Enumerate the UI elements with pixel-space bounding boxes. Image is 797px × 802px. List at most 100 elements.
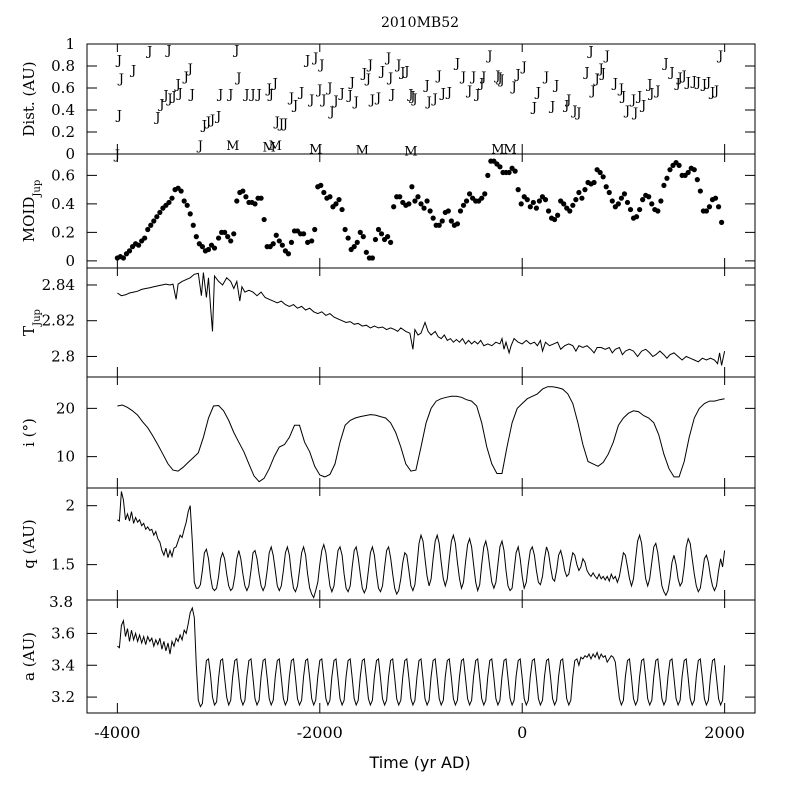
data-point-M: M: [263, 140, 276, 155]
data-point-J: J: [673, 77, 680, 92]
data-point-J: J: [384, 51, 391, 66]
data-point: [151, 218, 157, 224]
data-point-J: J: [346, 89, 353, 104]
data-point-J: J: [182, 70, 189, 85]
data-point-J: J: [647, 86, 654, 101]
data-point-J: J: [667, 66, 674, 81]
data-point: [524, 197, 530, 203]
data-point: [457, 208, 464, 214]
data-point: [190, 222, 196, 228]
data-point-J: J: [129, 63, 136, 78]
data-point: [205, 246, 212, 253]
data-point-J: J: [281, 117, 288, 132]
data-point: [555, 212, 561, 218]
data-point: [463, 198, 470, 204]
data-point-J: J: [360, 67, 367, 82]
data-point-J: J: [479, 70, 486, 85]
data-point-J: J: [410, 92, 417, 107]
data-point: [351, 244, 357, 250]
data-point-J: J: [200, 118, 207, 133]
data-point: [579, 195, 585, 201]
data-point: [409, 184, 415, 190]
y-tick-label: 1: [65, 35, 75, 53]
data-point: [485, 172, 491, 178]
data-point-J: J: [592, 72, 599, 87]
data-point: [234, 198, 240, 204]
data-point: [454, 221, 461, 227]
data-point: [676, 162, 682, 168]
data-point: [243, 194, 249, 200]
data-point-J: J: [232, 44, 239, 59]
data-point-J: J: [639, 99, 646, 114]
data-point: [305, 239, 311, 245]
data-point-J: J: [708, 85, 715, 100]
data-point: [406, 201, 412, 207]
data-point-J: J: [204, 115, 211, 130]
data-point: [448, 218, 454, 224]
data-point: [655, 208, 661, 214]
panel-frame: [86, 376, 756, 489]
data-point: [591, 179, 597, 186]
data-point-J: J: [196, 139, 203, 154]
data-point: [199, 244, 205, 250]
y-axis-label: q (AU): [20, 519, 38, 569]
data-point: [120, 255, 127, 261]
data-point: [576, 189, 582, 196]
y-tick-label: 2: [65, 497, 75, 515]
y-tick-label: 3.4: [51, 656, 75, 674]
y-tick-label: 3.8: [49, 593, 73, 611]
data-point: [288, 239, 295, 245]
data-point: [327, 194, 333, 200]
data-point: [142, 235, 148, 241]
data-point-J: J: [445, 85, 452, 100]
y-tick-label: 2.82: [42, 312, 75, 330]
data-point: [369, 255, 376, 261]
data-point: [418, 201, 424, 207]
y-tick-label: 0.2: [51, 123, 75, 141]
data-point: [273, 232, 279, 238]
panel-moid: 0 0.2 0.4 0.6 MOIDJup: [20, 153, 756, 270]
data-point-J: J: [317, 58, 324, 73]
data-point-J: J: [337, 86, 344, 101]
data-point-J: J: [510, 80, 517, 95]
data-point-J: J: [173, 78, 180, 93]
data-point: [228, 238, 234, 244]
data-point-J: J: [611, 77, 618, 92]
data-point: [715, 204, 722, 210]
data-point-J: J: [386, 71, 393, 86]
y-tick-label: 0.2: [51, 223, 75, 241]
data-point-J: J: [388, 88, 395, 103]
data-point-J: J: [424, 95, 431, 110]
data-point: [261, 216, 267, 223]
data-point-J: J: [186, 62, 193, 77]
data-point: [664, 175, 670, 181]
y-axis-label: a (AU): [20, 632, 38, 681]
data-point-J: J: [169, 90, 176, 105]
panel-frame: [86, 267, 756, 378]
y-tick-label: 0: [65, 145, 75, 163]
data-point: [646, 194, 652, 200]
data-point: [415, 194, 421, 200]
data-point: [336, 197, 342, 203]
data-point-J: J: [226, 88, 233, 103]
panel-tjup: 2.8 2.82 2.84 TJup: [20, 267, 756, 378]
data-point-J: J: [161, 89, 168, 104]
data-point: [506, 169, 512, 176]
data-point: [252, 201, 258, 207]
data-point-J: J: [617, 82, 624, 97]
data-point: [342, 226, 348, 233]
data-point-J: J: [645, 78, 652, 93]
data-point-J: J: [562, 99, 569, 114]
data-point: [126, 248, 133, 254]
data-point-M: M: [356, 144, 369, 159]
data-point: [542, 197, 549, 203]
data-point-J: J: [374, 91, 381, 106]
data-point: [375, 226, 382, 233]
data-point-J: J: [439, 86, 446, 101]
data-point: [421, 205, 427, 211]
data-point-J: J: [165, 92, 172, 107]
data-point-J: J: [216, 88, 223, 103]
data-point: [300, 231, 307, 237]
data-point-J: J: [712, 84, 719, 99]
